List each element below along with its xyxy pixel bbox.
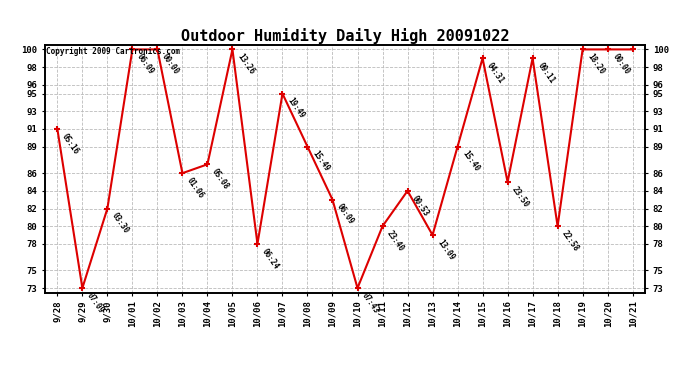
Text: 00:00: 00:00 xyxy=(611,52,631,76)
Text: 06:09: 06:09 xyxy=(135,52,156,76)
Text: 00:53: 00:53 xyxy=(411,194,431,218)
Text: 18:20: 18:20 xyxy=(585,52,606,76)
Text: 05:08: 05:08 xyxy=(210,167,231,191)
Text: 13:09: 13:09 xyxy=(435,238,456,262)
Text: 19:49: 19:49 xyxy=(285,96,306,120)
Text: 07:43: 07:43 xyxy=(360,291,381,315)
Text: 05:16: 05:16 xyxy=(60,132,81,156)
Text: 03:30: 03:30 xyxy=(110,211,131,236)
Text: 09:11: 09:11 xyxy=(535,61,556,85)
Text: 07:09: 07:09 xyxy=(85,291,106,315)
Text: 13:26: 13:26 xyxy=(235,52,256,76)
Text: 06:09: 06:09 xyxy=(335,202,356,226)
Text: 15:40: 15:40 xyxy=(460,149,481,174)
Text: Copyright 2009 Cartronics.com: Copyright 2009 Cartronics.com xyxy=(46,48,180,57)
Text: 15:49: 15:49 xyxy=(310,149,331,174)
Text: 06:24: 06:24 xyxy=(260,247,281,271)
Title: Outdoor Humidity Daily High 20091022: Outdoor Humidity Daily High 20091022 xyxy=(181,28,509,44)
Text: 22:58: 22:58 xyxy=(560,229,581,253)
Text: 23:50: 23:50 xyxy=(511,185,531,209)
Text: 23:40: 23:40 xyxy=(385,229,406,253)
Text: 01:06: 01:06 xyxy=(185,176,206,200)
Text: 00:00: 00:00 xyxy=(160,52,181,76)
Text: 04:31: 04:31 xyxy=(485,61,506,85)
